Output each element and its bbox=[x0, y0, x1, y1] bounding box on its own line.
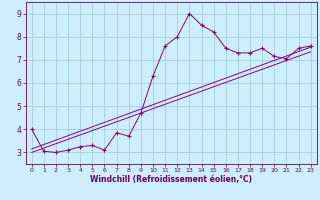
X-axis label: Windchill (Refroidissement éolien,°C): Windchill (Refroidissement éolien,°C) bbox=[90, 175, 252, 184]
